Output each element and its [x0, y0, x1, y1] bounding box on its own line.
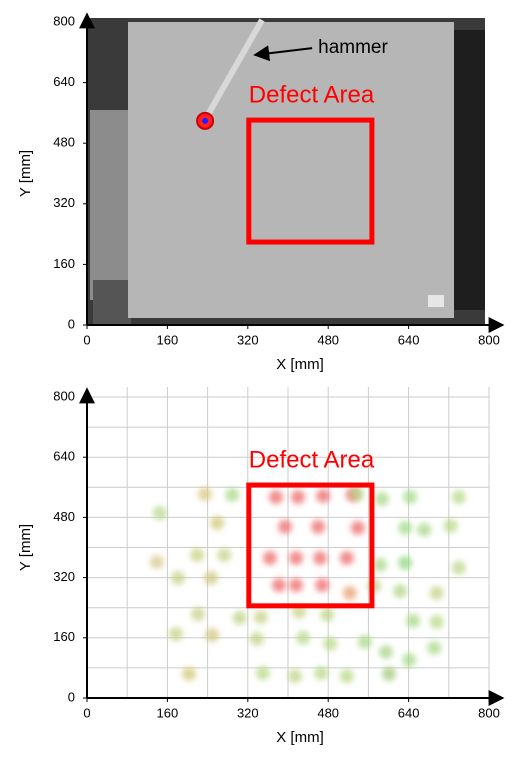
hammer-label: hammer [318, 37, 388, 58]
point [379, 645, 393, 659]
point [398, 521, 412, 535]
point [269, 490, 283, 504]
y-tick-label: 480 [53, 509, 75, 524]
point [351, 521, 365, 535]
point [358, 635, 372, 649]
point [289, 551, 303, 565]
point [316, 489, 330, 503]
y-tick-label: 800 [53, 13, 75, 28]
impact-center [202, 118, 208, 124]
defect-area-label: Defect Area [249, 446, 375, 473]
point [403, 490, 417, 504]
y-tick-label: 0 [68, 316, 75, 331]
y-tick-label: 160 [53, 256, 75, 271]
point [278, 520, 292, 534]
point [291, 490, 305, 504]
point [198, 487, 212, 501]
point [313, 551, 327, 565]
y-tick-label: 640 [53, 449, 75, 464]
point [169, 627, 183, 641]
point [402, 653, 416, 667]
x-tick-label: 640 [398, 332, 420, 347]
y-tick-label: 0 [68, 689, 75, 704]
x-tick-label: 160 [157, 705, 179, 720]
point [393, 584, 407, 598]
y-axis-label: Y [mm] [17, 524, 34, 571]
x-tick-label: 480 [317, 332, 339, 347]
point [272, 578, 286, 592]
y-axis-label: Y [mm] [17, 150, 34, 197]
point [427, 641, 441, 655]
point [417, 523, 431, 537]
x-tick-label: 320 [237, 332, 259, 347]
x-tick-label: 0 [83, 332, 90, 347]
point [190, 548, 204, 562]
point [452, 561, 466, 575]
point [406, 614, 420, 628]
point [153, 506, 167, 520]
point [430, 615, 444, 629]
x-tick-label: 800 [478, 705, 500, 720]
point [314, 666, 328, 680]
point [311, 520, 325, 534]
x-tick-label: 480 [317, 705, 339, 720]
point [340, 551, 354, 565]
point [350, 487, 364, 501]
point [250, 632, 264, 646]
point [225, 488, 239, 502]
point [205, 628, 219, 642]
x-tick-label: 800 [478, 332, 500, 347]
point [323, 637, 337, 651]
y-tick-label: 800 [53, 388, 75, 403]
point [296, 631, 310, 645]
panel: Defect Area 0 160 320 480 640 800 0 160 320 480 640… [17, 387, 503, 746]
y-tick-label: 640 [53, 74, 75, 89]
x-tick-label: 320 [237, 705, 259, 720]
y-tick-label: 320 [53, 195, 75, 210]
point [263, 551, 277, 565]
point [289, 578, 303, 592]
point [320, 608, 334, 622]
x-tick-label: 0 [83, 705, 90, 720]
point [210, 516, 224, 530]
y-tick-label: 160 [53, 629, 75, 644]
point [171, 571, 185, 585]
figure: hammer Defect Area 0 160 320 480 640 800 0 160 320… [0, 0, 514, 753]
y-tick-label: 320 [53, 569, 75, 584]
point [398, 556, 412, 570]
y-tick-label: 480 [53, 135, 75, 150]
x-tick-label: 640 [398, 705, 420, 720]
point [191, 607, 205, 621]
point [315, 578, 329, 592]
point [340, 669, 354, 683]
photo [87, 18, 485, 325]
point [182, 667, 196, 681]
point [150, 555, 164, 569]
defect-area-label: Defect Area [249, 81, 375, 108]
x-axis-label: X [mm] [276, 729, 324, 746]
point [375, 492, 389, 506]
point [204, 571, 218, 585]
point [217, 548, 231, 562]
x-axis-label: X [mm] [276, 356, 324, 373]
point [382, 667, 396, 681]
point [233, 611, 247, 625]
point [343, 586, 357, 600]
x-tick-label: 160 [157, 332, 179, 347]
point [288, 669, 302, 683]
point [452, 490, 466, 504]
point [430, 586, 444, 600]
point [256, 666, 270, 680]
point [373, 558, 387, 572]
point [254, 610, 268, 624]
point [444, 519, 458, 533]
